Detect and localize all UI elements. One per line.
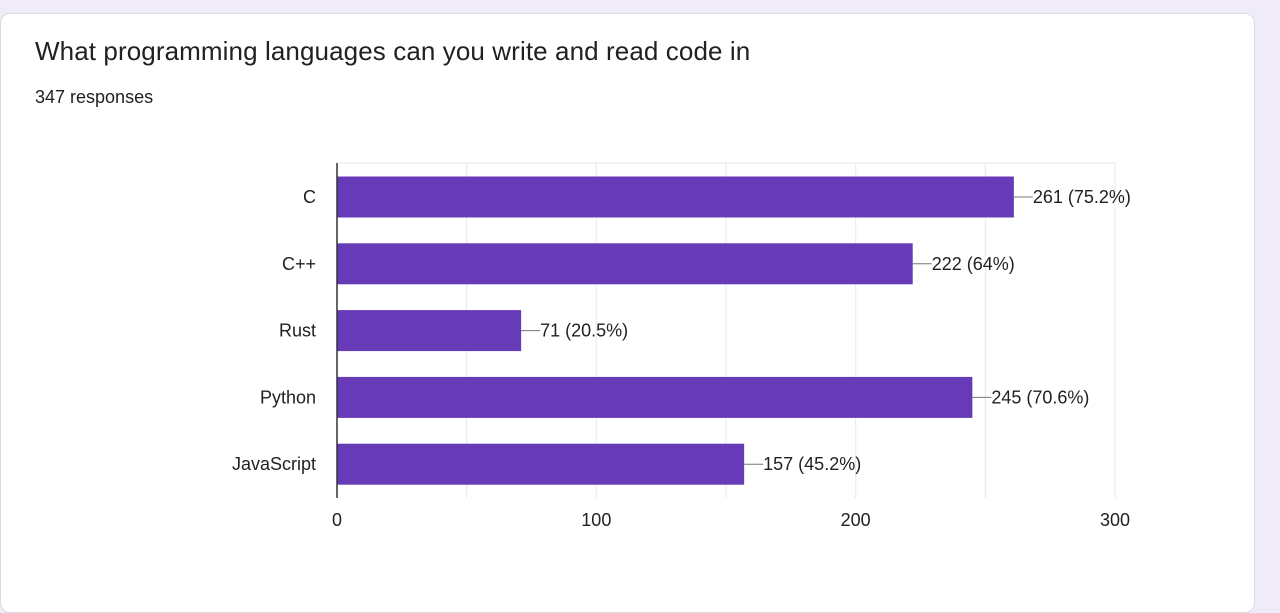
bars — [337, 176, 1014, 485]
data-label: 157 (45.2%) — [763, 454, 861, 474]
x-tick-label: 300 — [1100, 510, 1130, 530]
bar[interactable] — [337, 443, 745, 485]
data-label: 261 (75.2%) — [1033, 187, 1131, 207]
data-labels: 261 (75.2%) 222 (64%) 71 (20.5%) 245 (70.6%… — [521, 187, 1131, 474]
bar-chart: 261 (75.2%) 222 (64%) 71 (20.5%) 245 (70.6%… — [232, 162, 1131, 530]
category-label: C++ — [282, 254, 316, 274]
grid-lines — [337, 162, 1116, 498]
bar[interactable] — [337, 310, 522, 352]
bar[interactable] — [337, 243, 913, 285]
data-label: 222 (64%) — [932, 254, 1015, 274]
x-tick-label: 0 — [332, 510, 342, 530]
data-label: 245 (70.6%) — [991, 387, 1089, 407]
category-label: Rust — [279, 321, 316, 341]
response-count: 347 responses — [35, 87, 154, 107]
category-label: JavaScript — [232, 454, 316, 474]
question-card — [0, 13, 1255, 613]
x-axis: 0 100 200 300 — [332, 163, 1130, 530]
category-label: Python — [260, 387, 316, 407]
category-label: C — [303, 187, 316, 207]
data-label: 71 (20.5%) — [540, 321, 628, 341]
x-tick-label: 200 — [841, 510, 871, 530]
bar[interactable] — [337, 376, 973, 418]
x-tick-label: 100 — [581, 510, 611, 530]
question-title: What programming languages can you write… — [35, 36, 751, 66]
bar[interactable] — [337, 176, 1014, 218]
category-labels: C C++ Rust Python JavaScript — [232, 187, 316, 474]
